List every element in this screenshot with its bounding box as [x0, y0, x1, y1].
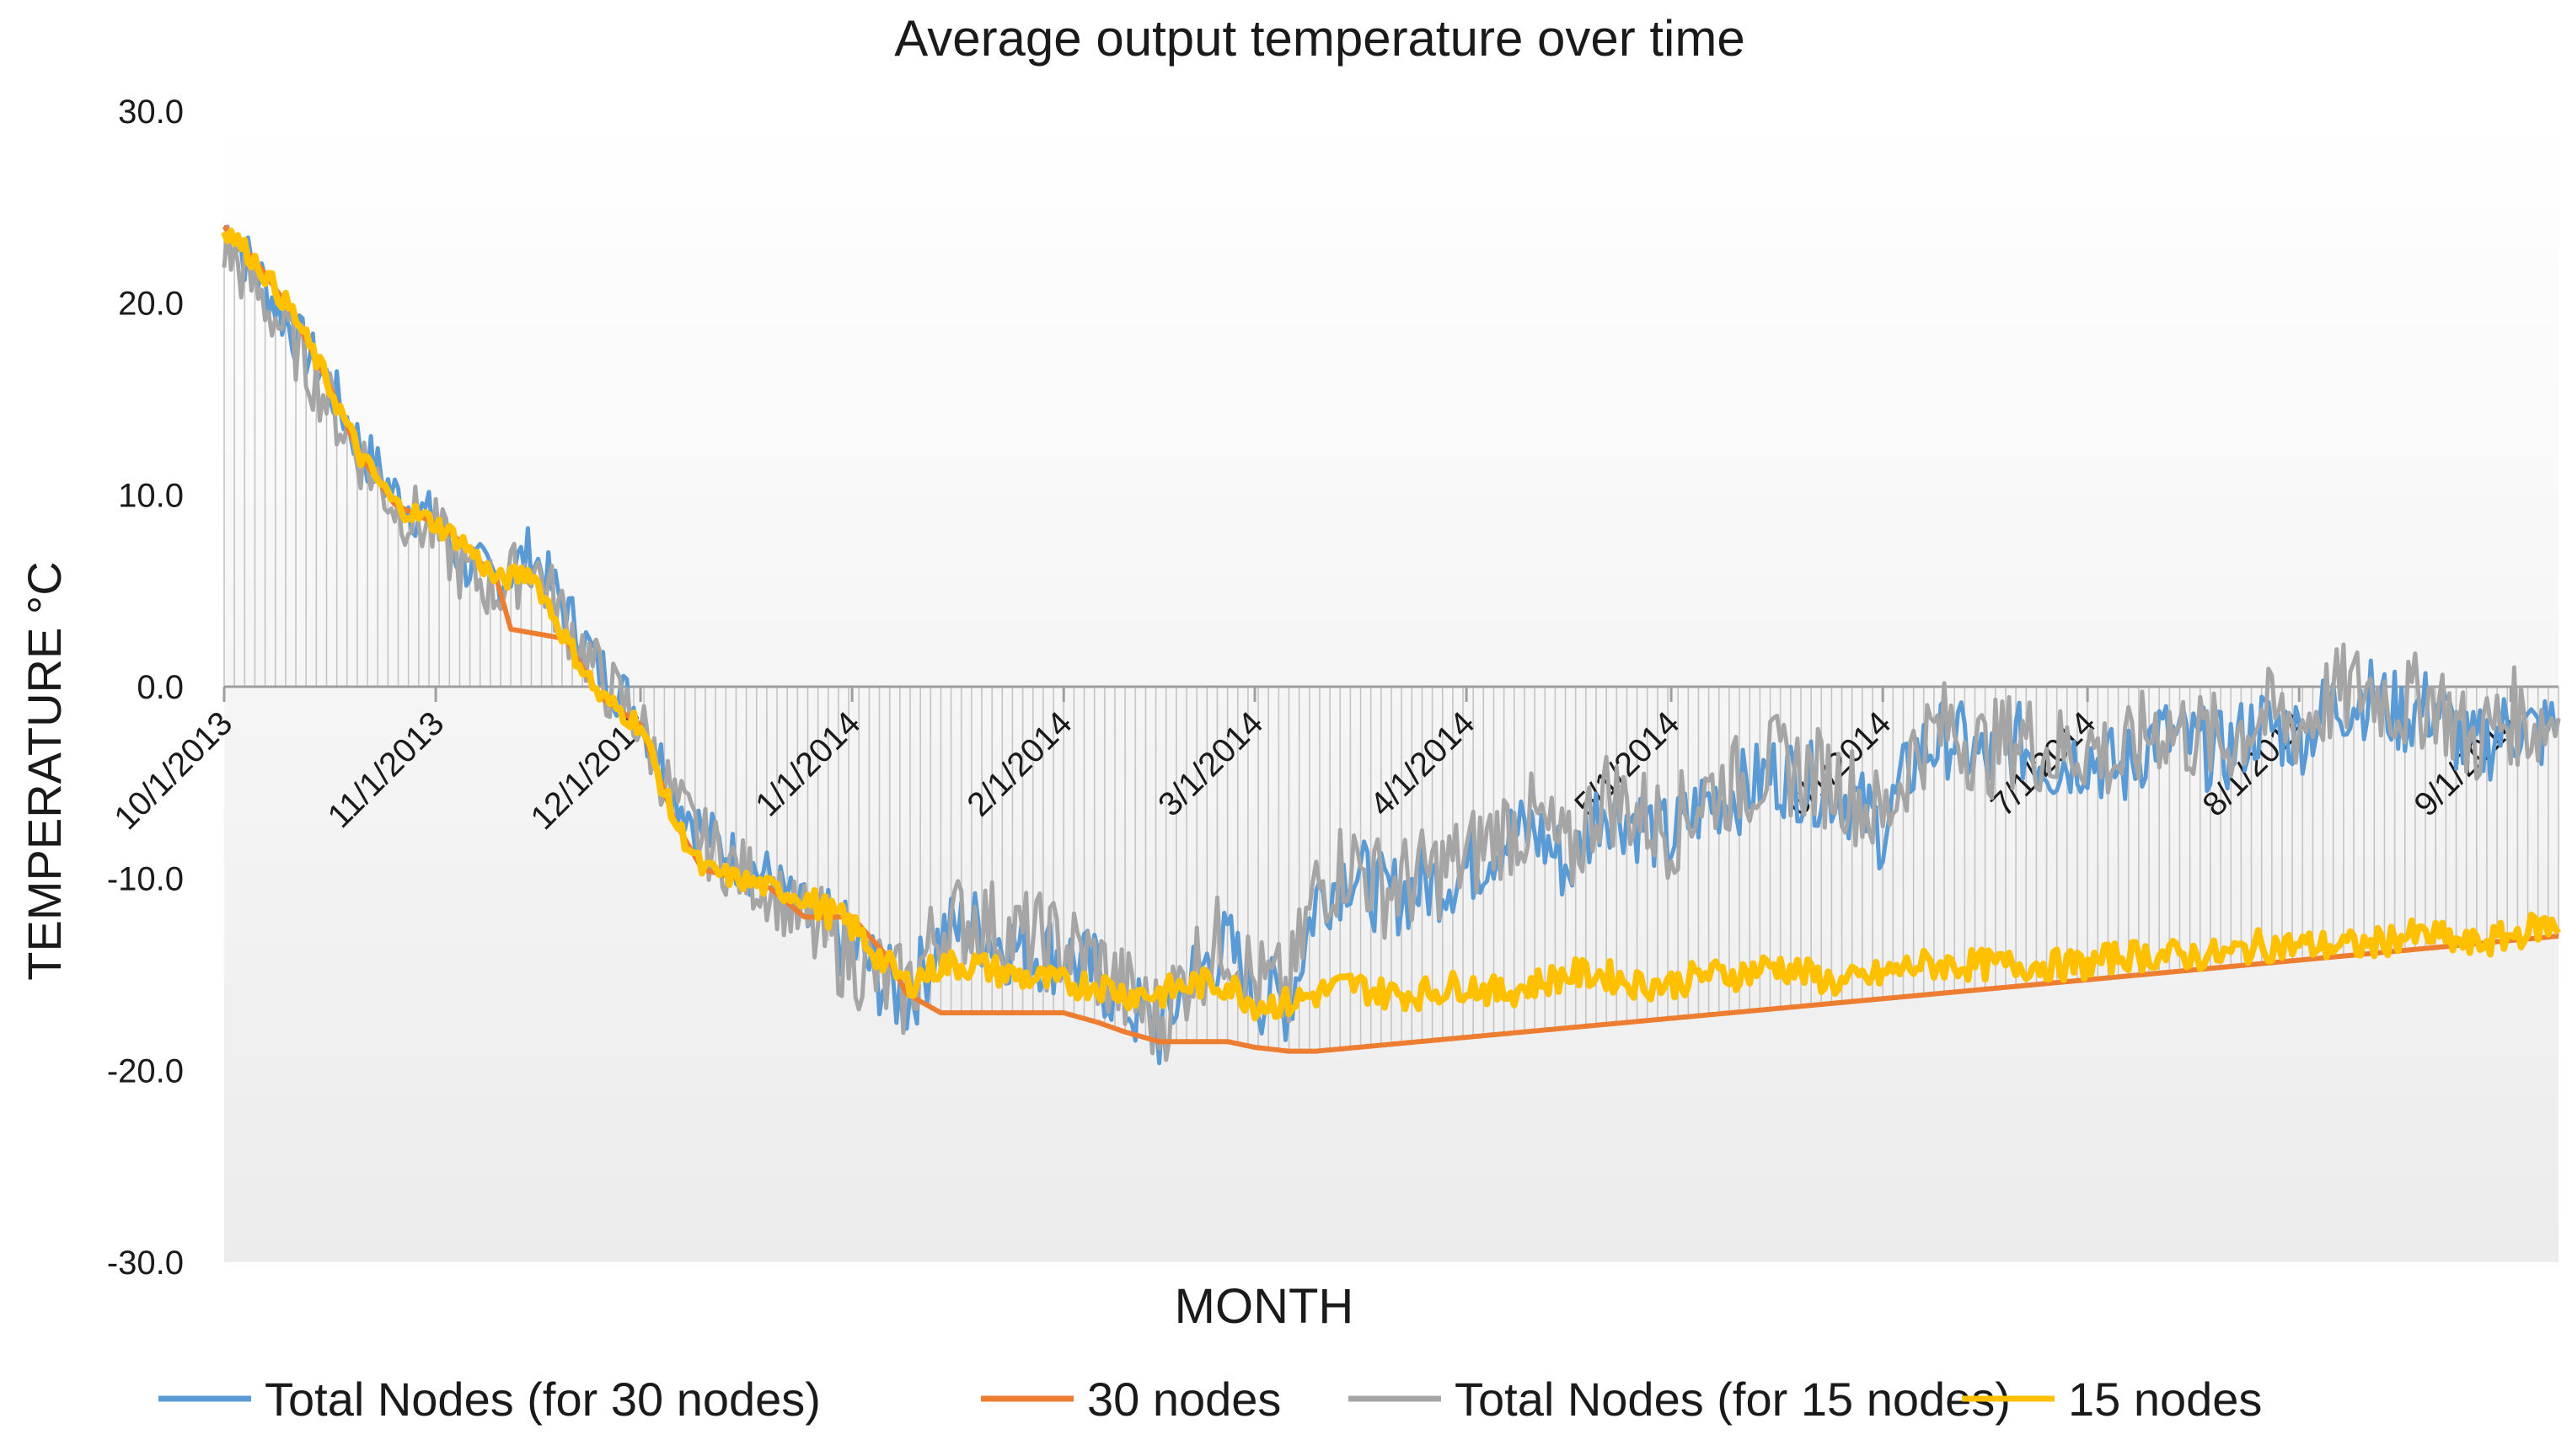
- x-tick-label: 10/1/2013: [107, 704, 239, 837]
- legend-label: 30 nodes: [1087, 1373, 1281, 1426]
- legend: Total Nodes (for 30 nodes) 30 nodes Total …: [158, 1373, 2262, 1426]
- chart-title: Average output temperature over time: [894, 10, 1744, 67]
- y-tick-label: 30.0: [118, 94, 184, 131]
- legend-label: Total Nodes (for 30 nodes): [265, 1373, 821, 1426]
- y-axis-title: TEMPERATURE °C: [18, 561, 71, 980]
- series-lines: [221, 224, 2562, 1066]
- y-tick-label: 10.0: [118, 477, 184, 514]
- y-tick-label: 0.0: [137, 669, 184, 706]
- y-tick-label: -10.0: [107, 861, 184, 898]
- y-tick-label: -30.0: [107, 1245, 184, 1282]
- y-tick-label: -20.0: [107, 1052, 184, 1089]
- y-tick-label: 20.0: [118, 286, 184, 323]
- x-axis-title: MONTH: [1175, 1279, 1354, 1334]
- series-line: [222, 224, 2561, 1063]
- plot-hatching: [223, 226, 2559, 1052]
- legend-label: 15 nodes: [2068, 1373, 2262, 1426]
- y-axis-ticks: 30.0 20.0 10.0 0.0 -10.0 -20.0 -30.0: [107, 94, 184, 1282]
- series-line: [221, 228, 2562, 1022]
- legend-label: Total Nodes (for 15 nodes): [1455, 1373, 2011, 1426]
